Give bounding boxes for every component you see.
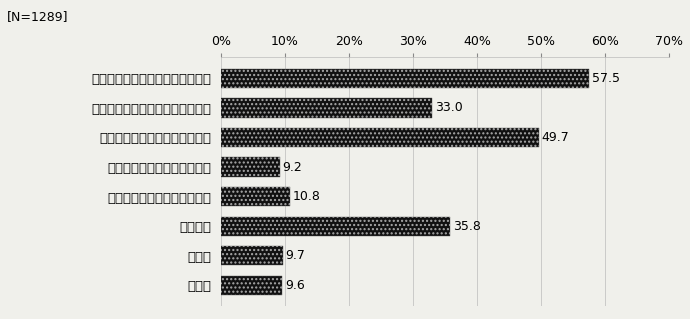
Text: 57.5: 57.5 [592, 72, 620, 85]
Bar [221, 98, 432, 117]
Bar [221, 217, 450, 236]
Bar [221, 187, 290, 206]
Text: 9.7: 9.7 [286, 249, 306, 262]
Text: 9.6: 9.6 [285, 279, 304, 292]
Bar [221, 69, 589, 88]
Text: 35.8: 35.8 [453, 220, 481, 233]
Bar [221, 246, 283, 265]
Bar [221, 276, 282, 295]
Bar [221, 246, 283, 265]
Bar [221, 158, 279, 177]
Bar [221, 217, 450, 236]
Text: 9.2: 9.2 [282, 160, 302, 174]
Bar [221, 276, 282, 295]
Bar [221, 128, 539, 147]
Bar [221, 187, 290, 206]
Text: 33.0: 33.0 [435, 101, 462, 115]
Text: 49.7: 49.7 [542, 131, 569, 144]
Bar [221, 69, 589, 88]
Bar [221, 98, 432, 117]
Text: [N=1289]: [N=1289] [7, 10, 68, 23]
Bar [221, 158, 279, 177]
Text: 10.8: 10.8 [293, 190, 320, 203]
Bar [221, 128, 539, 147]
